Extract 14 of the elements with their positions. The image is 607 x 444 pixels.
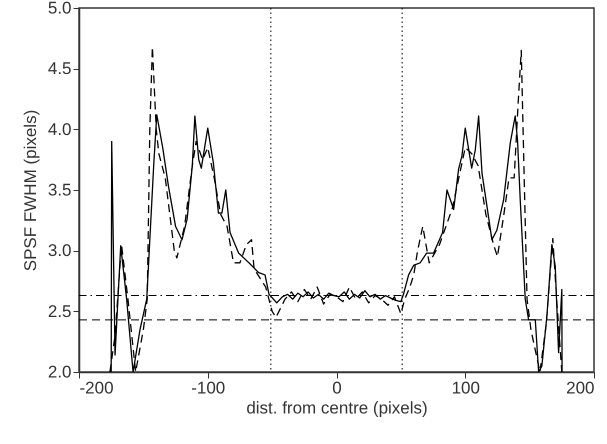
y-tick-label: 4.0 <box>48 120 72 139</box>
x-tick-label: 100 <box>452 378 480 398</box>
x-tick-label: 0 <box>332 378 342 398</box>
y-tick-label: 3.5 <box>48 180 72 200</box>
y-tick-label: 2.0 <box>48 362 72 382</box>
y-tick-label: 4.5 <box>48 59 72 78</box>
y-axis-title: SPSF FWHM (pixels) <box>20 110 40 272</box>
x-tick-label: -100 <box>191 378 226 398</box>
y-tick-label: 2.5 <box>48 302 72 321</box>
x-tick-label: 200 <box>566 378 594 398</box>
y-tick-label: 5.0 <box>48 0 72 18</box>
x-axis-title: dist. from centre (pixels) <box>246 398 428 418</box>
x-tick-label: -200 <box>80 378 114 398</box>
y-tick-label: 3.0 <box>48 241 72 260</box>
